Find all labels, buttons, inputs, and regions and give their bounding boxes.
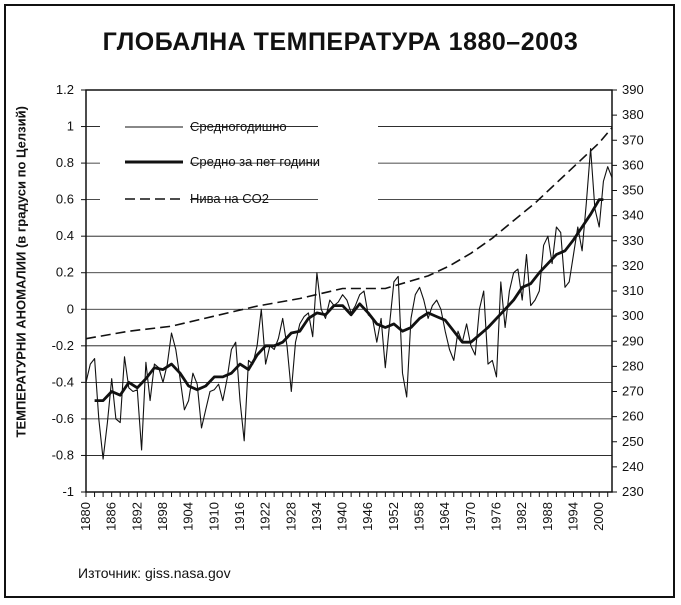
- y2-tick-label: 350: [622, 183, 644, 198]
- x-tick-label: 1934: [309, 502, 324, 531]
- legend-label-co2: Нива на CO2: [190, 191, 269, 206]
- y-tick-label: 1.2: [56, 82, 74, 97]
- y-axis-right: 390 380 370 360 350 340 330 320 310 300 290 280 270 2…: [612, 82, 644, 499]
- x-tick-label: 1880: [78, 502, 93, 531]
- x-tick-label: 1976: [489, 502, 504, 531]
- y2-tick-label: 340: [622, 208, 644, 223]
- x-tick-label: 1958: [412, 502, 427, 531]
- x-tick-label: 1994: [566, 502, 581, 531]
- y2-tick-label: 300: [622, 308, 644, 323]
- y2-tick-label: 240: [622, 459, 644, 474]
- y-tick-label: 0.6: [56, 192, 74, 207]
- x-tick-label: 1916: [232, 502, 247, 531]
- y2-tick-label: 270: [622, 384, 644, 399]
- y2-tick-label: 260: [622, 409, 644, 424]
- y2-tick-label: 360: [622, 157, 644, 172]
- legend-label-five-year: Средно за пет години: [190, 154, 320, 169]
- source-note: Източник: giss.nasa.gov: [78, 565, 231, 581]
- chart-title: ГЛОБАЛНА ТЕМПЕРАТУРА 1880–2003: [102, 28, 579, 56]
- y-tick-label: -0.2: [52, 338, 74, 353]
- y2-tick-label: 370: [622, 132, 644, 147]
- x-tick-label: 2000: [591, 502, 606, 531]
- y-tick-label: 1: [67, 119, 74, 134]
- x-tick-label: 1970: [463, 502, 478, 531]
- x-tick-label: 1898: [155, 502, 170, 531]
- y2-tick-label: 330: [622, 233, 644, 248]
- y2-tick-label: 320: [622, 258, 644, 273]
- x-tick-label: 1946: [360, 502, 375, 531]
- x-tick-label: 1982: [514, 502, 529, 531]
- legend: Средногодишно Средно за пет години Нива …: [100, 114, 378, 226]
- y2-tick-label: 310: [622, 283, 644, 298]
- x-axis: 1880 1886 1892 1898 1904 1910 1916 1922 1928 1934…: [78, 492, 609, 531]
- x-tick-label: 1964: [437, 502, 452, 531]
- y2-tick-label: 230: [622, 484, 644, 499]
- series-group: [85, 127, 613, 460]
- x-tick-label: 1922: [258, 502, 273, 531]
- y-tick-label: 0.8: [56, 155, 74, 170]
- series-five-year-line: [94, 198, 604, 402]
- y-tick-label: -0.8: [52, 447, 74, 462]
- series-co2-line: [85, 127, 613, 340]
- series-annual-line: [85, 147, 613, 460]
- figure-frame: [4, 4, 675, 598]
- y-tick-label: -1: [62, 484, 74, 499]
- x-tick-label: 1910: [206, 502, 221, 531]
- legend-label-annual: Средногодишно: [190, 119, 287, 134]
- x-tick-label: 1904: [181, 502, 196, 531]
- y-tick-label: 0.2: [56, 265, 74, 280]
- y-tick-label: 0: [67, 301, 74, 316]
- x-tick-label: 1886: [104, 502, 119, 531]
- y2-tick-label: 390: [622, 82, 644, 97]
- y2-tick-label: 380: [622, 107, 644, 122]
- y-tick-label: -0.6: [52, 411, 74, 426]
- y2-tick-label: 280: [622, 358, 644, 373]
- y2-tick-label: 250: [622, 434, 644, 449]
- x-tick-label: 1988: [540, 502, 555, 531]
- y-tick-label: 0.4: [56, 228, 74, 243]
- x-tick-label: 1892: [129, 502, 144, 531]
- y-tick-label: -0.4: [52, 374, 74, 389]
- y-axis-left: 1.2 1 0.8 0.6 0.4 0.2 0 -0.2 -0.4 -0.6 -0.8 -1: [52, 82, 86, 499]
- x-tick-label: 1940: [335, 502, 350, 531]
- x-tick-label: 1952: [386, 502, 401, 531]
- x-tick-label: 1928: [283, 502, 298, 531]
- y2-tick-label: 290: [622, 333, 644, 348]
